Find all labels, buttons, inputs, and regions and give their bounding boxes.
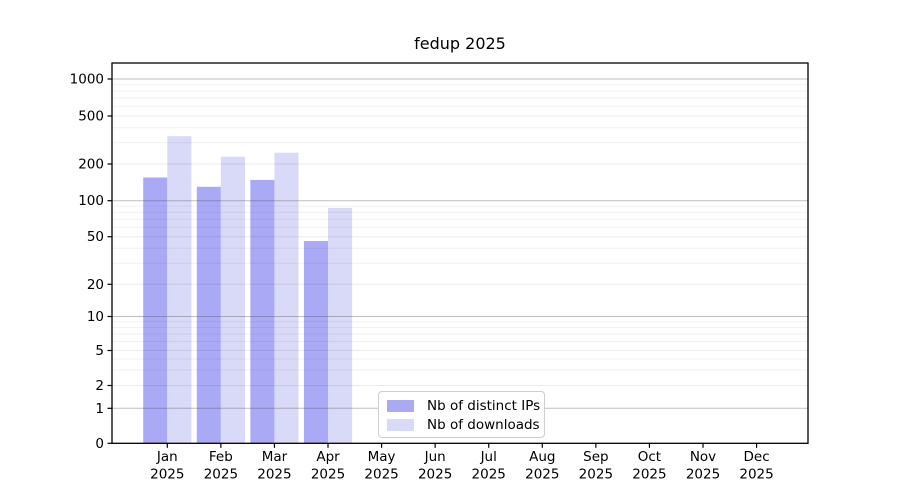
bar-nb-of-distinct-ips-feb (196, 186, 221, 444)
bar-nb-of-downloads-feb (220, 156, 245, 444)
legend: Nb of distinct IPs Nb of downloads (378, 391, 545, 438)
legend-swatch-downloads (387, 418, 414, 431)
y-tick-label: 0 (95, 436, 104, 452)
x-tick-label-jul: Jul 2025 (472, 449, 506, 483)
x-tick-label-aug: Aug 2025 (525, 449, 559, 483)
x-tick-label-jan: Jan 2025 (150, 449, 184, 483)
x-tick-label-jun: Jun 2025 (418, 449, 452, 483)
legend-label-distinct-ips: Nb of distinct IPs (427, 397, 541, 414)
plot-border (111, 62, 809, 444)
bar-nb-of-distinct-ips-mar (250, 179, 275, 444)
legend-swatch-distinct-ips (387, 399, 414, 412)
bar-nb-of-downloads-mar (274, 152, 299, 444)
x-tick-label-sep: Sep 2025 (579, 449, 613, 483)
bar-nb-of-downloads-jan (167, 136, 192, 444)
y-tick-label: 5 (95, 343, 104, 359)
x-tick-label-mar: Mar 2025 (257, 449, 291, 483)
bar-nb-of-distinct-ips-apr (303, 241, 329, 444)
x-tick-label-feb: Feb 2025 (204, 449, 238, 483)
y-tick-label: 2 (95, 378, 104, 394)
y-tick-label: 200 (78, 157, 104, 173)
chart-title: fedup 2025 (414, 34, 506, 53)
x-tick-label-oct: Oct 2025 (632, 449, 666, 483)
x-tick-label-nov: Nov 2025 (686, 449, 720, 483)
y-tick-label: 20 (87, 277, 104, 293)
legend-item-distinct-ips: Nb of distinct IPs (387, 397, 540, 414)
bar-nb-of-downloads-apr (328, 207, 353, 444)
x-tick-label-dec: Dec 2025 (739, 449, 773, 483)
x-tick-label-may: May 2025 (364, 449, 398, 483)
y-tick-label: 50 (87, 229, 104, 245)
legend-label-downloads: Nb of downloads (427, 416, 540, 433)
bar-nb-of-distinct-ips-jan (143, 177, 168, 444)
legend-item-downloads: Nb of downloads (387, 416, 540, 433)
y-tick-label: 1000 (70, 72, 104, 88)
y-tick-label: 500 (78, 109, 104, 125)
x-tick-label-apr: Apr 2025 (311, 449, 345, 483)
y-tick-label: 1 (95, 401, 104, 417)
y-tick-label: 100 (78, 193, 104, 209)
y-tick-label: 10 (87, 309, 104, 325)
